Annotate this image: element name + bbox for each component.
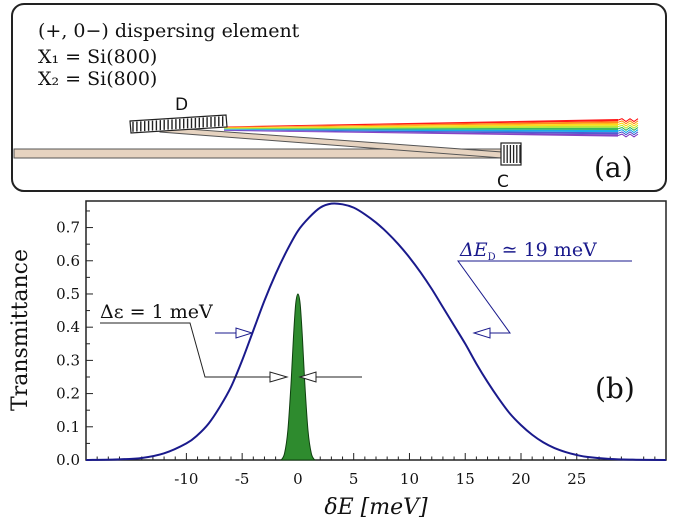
narrow-width-annotation: Δε = 1 meV	[100, 301, 362, 383]
panel-a: (+, 0−) dispersing element X₁ = Si(800) …	[11, 3, 667, 192]
x1-crystal-label: X₁ = Si(800)	[38, 46, 157, 68]
x-tick-label: -10	[174, 470, 198, 488]
y-tick-label: 0.5	[56, 285, 80, 303]
x-tick-label: 25	[567, 470, 586, 488]
panel-b-label: (b)	[595, 372, 635, 405]
x-tick-label: 20	[511, 470, 530, 488]
crystal-c-label: C	[497, 172, 509, 192]
x-axis: -10 -5 0 5 10 15 20 25	[85, 453, 667, 488]
narrow-width-label: Δε = 1 meV	[100, 301, 213, 323]
x-tick-label: 10	[400, 470, 419, 488]
x-axis-label: δE [meV]	[324, 495, 428, 520]
dispersing-element-title: (+, 0−) dispersing element	[38, 20, 300, 42]
crystal-d	[129, 114, 228, 134]
y-axis: 0.0 0.1 0.2 0.3 0.4 0.5 0.6 0.7	[56, 210, 93, 469]
y-tick-label: 0.7	[56, 219, 80, 237]
y-axis-label: Transmittance	[8, 249, 33, 411]
y-tick-label: 0.1	[56, 418, 80, 436]
x-tick-label: 0	[293, 470, 303, 488]
crystal-c	[500, 142, 522, 166]
y-tick-label: 0.0	[56, 451, 80, 469]
y-tick-label: 0.2	[56, 385, 80, 403]
x-tick-label: -5	[235, 470, 250, 488]
panel-a-label: (a)	[594, 151, 633, 184]
wide-transmission-curve	[85, 202, 667, 461]
dispersed-rainbow-fan	[224, 118, 639, 138]
y-tick-label: 0.4	[56, 318, 80, 336]
y-tick-label: 0.3	[56, 351, 80, 369]
wide-width-label: ΔED ≃ 19 meV	[459, 239, 597, 263]
narrow-transmission-peak	[280, 293, 316, 461]
wide-width-annotation: ΔED ≃ 19 meV	[215, 239, 632, 339]
panel-b: 0.0 0.1 0.2 0.3 0.4 0.5 0.6 0.7 -10 -5 0 5 10 15 20 25…	[8, 200, 667, 520]
x-tick-label: 5	[349, 470, 359, 488]
crystal-d-label: D	[175, 95, 188, 115]
y-tick-label: 0.6	[56, 252, 80, 270]
x-tick-label: 15	[456, 470, 475, 488]
x2-crystal-label: X₂ = Si(800)	[38, 68, 157, 90]
